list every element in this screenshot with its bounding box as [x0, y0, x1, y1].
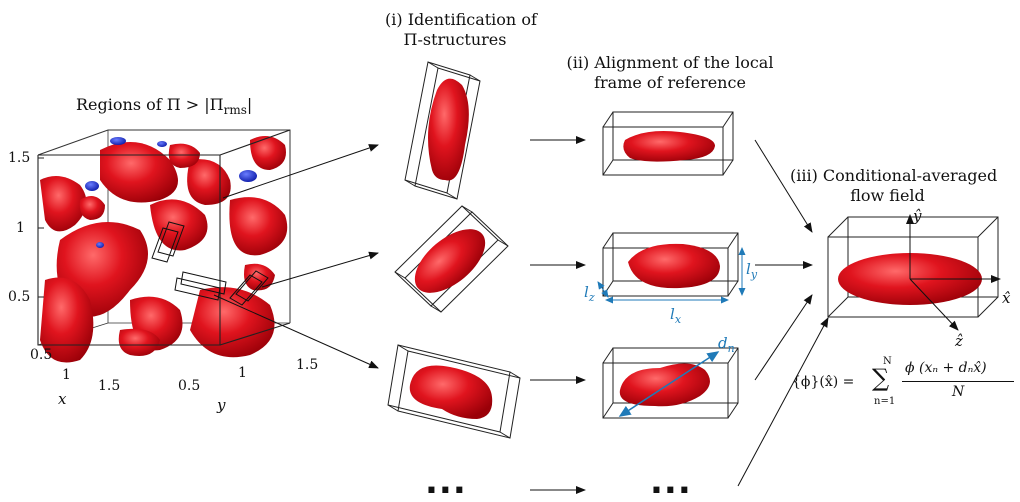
- z-tick-label: 1: [16, 220, 25, 236]
- ly-letter: l: [746, 260, 751, 278]
- lz-sub: z: [588, 291, 595, 304]
- step3-title-line2: flow field: [850, 186, 925, 205]
- x-hat-label: x̂: [1002, 289, 1011, 307]
- z-tick-label: 1.5: [8, 150, 31, 166]
- arrow-avg-3: [754, 294, 813, 381]
- regions-title-end: |: [246, 95, 253, 114]
- lz-letter: l: [584, 283, 589, 301]
- ellipsis-right: ...: [650, 462, 692, 502]
- z-tick-label: 0.5: [8, 289, 31, 305]
- formula-numerator: ϕ (xₙ + dₙx̂): [905, 360, 987, 376]
- regions-title-sub: rms: [223, 103, 247, 118]
- y-tick-label: 1.5: [296, 357, 319, 373]
- ellipsis-left: ...: [425, 462, 467, 502]
- x-tick-label: 1: [62, 367, 71, 383]
- formula-sum-symbol: ∑: [872, 364, 890, 392]
- ly-label: ly: [746, 260, 757, 281]
- y-axis-label: y: [217, 396, 226, 414]
- arrow-cube-to-bottom: [213, 294, 379, 369]
- domain-cube: [37, 129, 291, 363]
- formula-denominator: N: [952, 384, 965, 400]
- pi-positive-structures: [40, 136, 288, 363]
- step3-title-line1: (iii) Conditional-averaged: [790, 166, 998, 185]
- formula-lhs: {ϕ}(x̂) =: [792, 374, 855, 390]
- step1-title-line1: (i) Identification of: [385, 10, 537, 29]
- dn-letter: d: [718, 334, 728, 352]
- lx-letter: l: [670, 305, 675, 323]
- formula-sum-bottom: n=1: [874, 396, 896, 407]
- lx-label: lx: [670, 305, 681, 326]
- formula-fraction-bar: [902, 381, 1014, 382]
- x-axis-label: x: [58, 390, 67, 408]
- aligned-structure-2: [597, 232, 746, 304]
- identified-structure-2: [394, 205, 509, 313]
- step1-title: (i) Identification of Π-structures: [385, 10, 537, 50]
- arrow-avg-4: [737, 317, 829, 487]
- step2-title: (ii) Alignment of the local frame of ref…: [555, 53, 785, 93]
- arrow-cube-to-middle: [261, 251, 379, 288]
- dn-label: dn: [718, 334, 735, 355]
- identified-structure-1: [404, 61, 481, 200]
- pi-negative-structures: [85, 137, 257, 248]
- step1-title-line2: Π-structures: [403, 30, 507, 49]
- y-tick-label: 0.5: [178, 378, 201, 394]
- step2-title-line2: frame of reference: [594, 73, 746, 92]
- regions-title-text: Regions of Π > |Π: [76, 95, 224, 114]
- lx-sub: x: [674, 313, 682, 326]
- lz-label: lz: [584, 283, 595, 304]
- y-hat-label: ŷ: [913, 207, 922, 225]
- arrow-avg-1: [754, 139, 813, 233]
- averaged-structure: [827, 214, 1001, 331]
- formula-sum-top: N: [883, 356, 892, 367]
- aligned-structure-1: [602, 111, 734, 176]
- dn-sub: n: [727, 342, 735, 355]
- y-tick-label: 1: [238, 365, 247, 381]
- ly-sub: y: [750, 268, 758, 281]
- step2-title-line1: (ii) Alignment of the local: [566, 53, 774, 72]
- identified-structure-3: [387, 344, 521, 439]
- step3-title: (iii) Conditional-averaged flow field: [790, 166, 998, 206]
- z-hat-label: ẑ: [955, 332, 963, 350]
- x-tick-label: 0.5: [30, 347, 53, 363]
- x-tick-label: 1.5: [98, 378, 121, 394]
- arrow-cube-to-top: [222, 144, 379, 199]
- aligned-structure-3: [602, 347, 739, 419]
- regions-title: Regions of Π > |Πrms|: [76, 95, 252, 120]
